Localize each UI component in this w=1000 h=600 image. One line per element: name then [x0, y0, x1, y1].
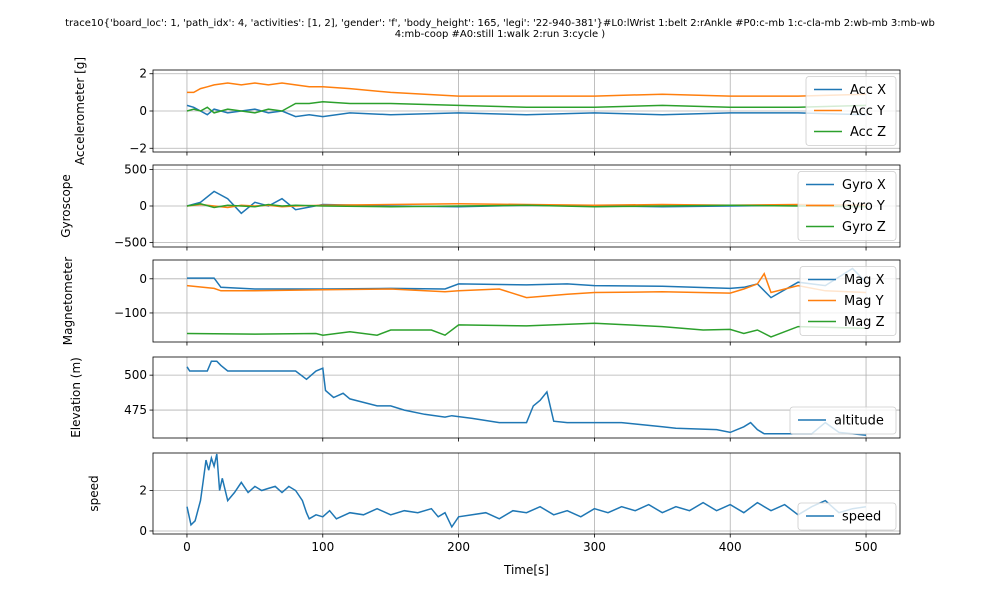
legend-entry: Acc Y	[850, 104, 885, 119]
y-tick-label: 0	[139, 272, 147, 286]
y-axis-label: Elevation (m)	[69, 357, 83, 438]
x-tick-label: 400	[719, 540, 742, 554]
legend-entry: altitude	[834, 414, 884, 429]
series-line-mag-x	[187, 267, 867, 299]
x-tick-label: 0	[183, 540, 191, 554]
series-line-acc-y	[187, 82, 867, 97]
x-tick-label: 300	[583, 540, 606, 554]
legend-entry: speed	[842, 510, 881, 525]
axes-frame	[152, 259, 901, 343]
legend-entry: Acc Z	[850, 125, 886, 140]
y-tick-label: 0	[139, 199, 147, 213]
axes-frame	[152, 452, 901, 535]
legend-entry: Mag Z	[844, 315, 885, 330]
y-axis-label: Magnetometer	[61, 257, 75, 346]
y-tick-label: 500	[124, 368, 147, 382]
y-axis-label: Accelerometer [g]	[73, 57, 87, 165]
subplot-3: −100 0 Magnetometer Mag X Mag Y Mag Z	[61, 257, 901, 346]
x-tick-label: 500	[855, 540, 878, 554]
legend-box	[797, 502, 897, 531]
series-line-speed	[186, 453, 867, 529]
y-tick-label: 500	[124, 162, 147, 176]
y-tick-label: −2	[129, 141, 147, 155]
axes-frame	[152, 356, 901, 439]
y-tick-label: −500	[114, 236, 147, 250]
legend-entry: Gyro Y	[842, 199, 885, 214]
legend-box	[797, 171, 897, 241]
subplot-1: −2 0 2 Accelerometer [g] Acc X Acc Y Acc Z	[73, 57, 901, 165]
y-tick-label: 2	[139, 483, 147, 497]
series-line-mag-z	[186, 322, 867, 338]
legend-entry: Acc X	[850, 83, 886, 98]
series-line-acc-x	[186, 104, 867, 118]
legend-box	[805, 76, 897, 146]
figure-title-line-2: 4:mb-coop #A0:still 1:walk 2:run 3:cycle…	[394, 29, 606, 40]
subplot-5: 0 2 0 100 200 300 400 500 speed speed	[87, 452, 901, 554]
y-tick-label: 0	[139, 104, 147, 118]
legend: Acc X Acc Y Acc Z	[805, 76, 897, 146]
legend: altitude	[789, 406, 897, 435]
series-line-gyro-x	[186, 190, 867, 215]
legend-entry: Mag X	[844, 273, 885, 288]
legend-entry: Gyro X	[842, 178, 886, 193]
subplot-2: −500 0 500 Gyroscope Gyro X Gyro Y Gyro Z	[59, 162, 901, 251]
legend: Gyro X Gyro Y Gyro Z	[797, 171, 897, 241]
legend: Mag X Mag Y Mag Z	[799, 266, 897, 336]
subplot-4: 475 500 Elevation (m) altitude	[69, 356, 901, 442]
series-line-acc-z	[186, 100, 867, 114]
figure-title-line-1: trace10{'board_loc': 1, 'path_idx': 4, '…	[65, 18, 935, 29]
series-line-mag-y	[186, 272, 867, 299]
series-line-gyro-z	[186, 203, 867, 209]
legend-entry: Gyro Z	[842, 220, 886, 235]
y-tick-label: −100	[114, 306, 147, 320]
legend-entry: Mag Y	[844, 294, 884, 309]
y-tick-label: 2	[139, 67, 147, 81]
legend-box	[799, 266, 897, 336]
y-tick-label: 475	[124, 403, 147, 417]
x-tick-label: 200	[447, 540, 470, 554]
legend: speed	[797, 502, 897, 531]
series-line-altitude	[186, 360, 867, 436]
y-axis-label: speed	[87, 475, 101, 511]
legend-box	[789, 406, 897, 435]
x-tick-label: 100	[311, 540, 334, 554]
x-axis-label: Time[s]	[503, 563, 549, 577]
y-axis-label: Gyroscope	[59, 174, 73, 238]
y-tick-label: 0	[139, 524, 147, 538]
